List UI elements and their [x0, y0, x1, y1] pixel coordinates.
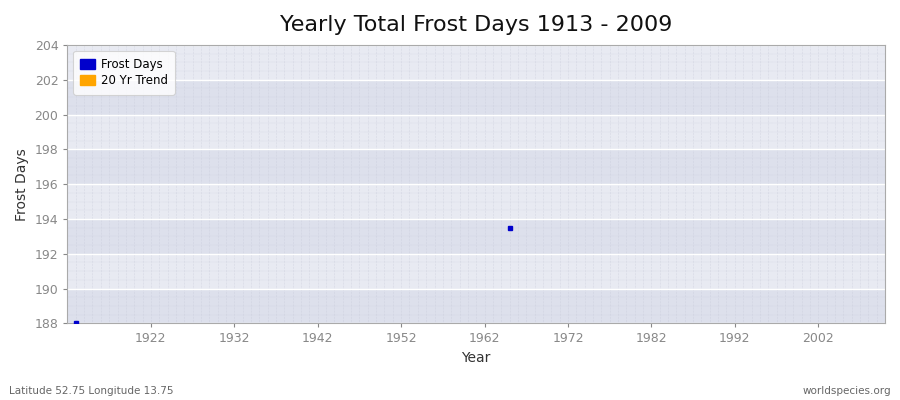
Y-axis label: Frost Days: Frost Days — [15, 148, 29, 220]
Legend: Frost Days, 20 Yr Trend: Frost Days, 20 Yr Trend — [74, 51, 175, 94]
Bar — [68, 149, 885, 184]
Bar — [68, 45, 885, 80]
Bar — [68, 80, 885, 114]
X-axis label: Year: Year — [462, 351, 490, 365]
Bar — [68, 219, 885, 254]
Bar — [68, 289, 885, 324]
Bar — [68, 114, 885, 149]
Bar — [68, 254, 885, 289]
Title: Yearly Total Frost Days 1913 - 2009: Yearly Total Frost Days 1913 - 2009 — [280, 15, 672, 35]
Text: Latitude 52.75 Longitude 13.75: Latitude 52.75 Longitude 13.75 — [9, 386, 174, 396]
Text: worldspecies.org: worldspecies.org — [803, 386, 891, 396]
Bar — [68, 184, 885, 219]
